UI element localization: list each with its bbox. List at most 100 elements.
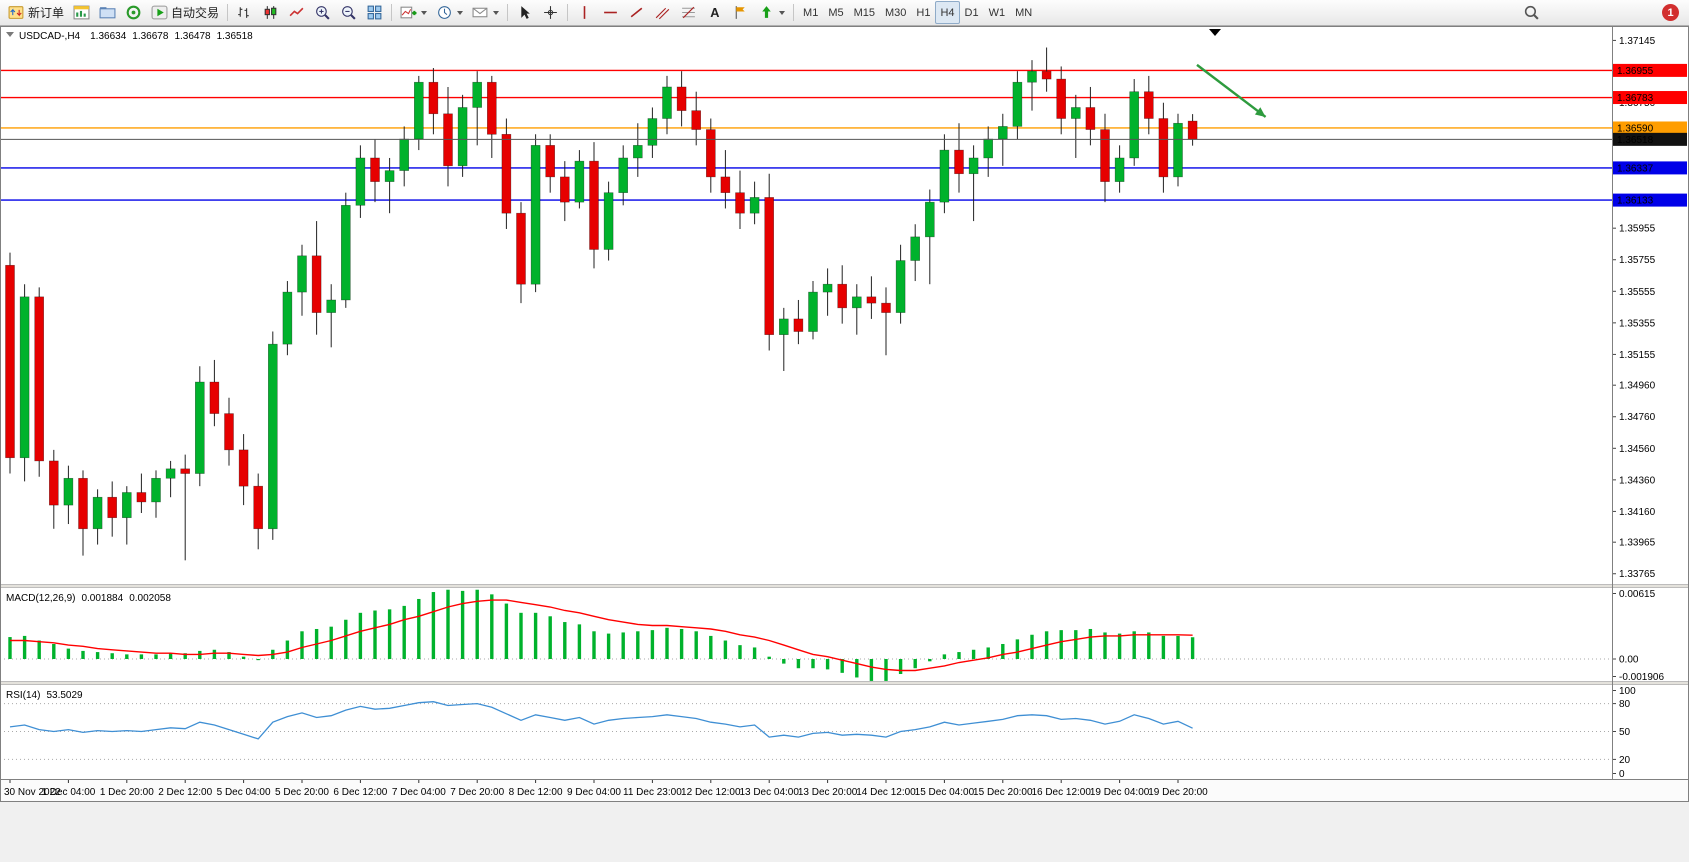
new-chart-button[interactable] [69,1,94,24]
candlestick-type-button[interactable] [258,1,283,24]
macd-histogram-bar [1059,630,1063,659]
profiles-button[interactable] [95,1,120,24]
profiles-icon [99,7,116,19]
candle-body [224,413,234,451]
indicators-button[interactable] [396,1,431,24]
cursor-tool-button[interactable] [512,1,537,24]
text-tool-button[interactable]: A [702,1,727,24]
timeframe-m1-button[interactable]: M1 [803,6,819,19]
candle-body [1100,129,1110,182]
panel-splitter[interactable] [0,681,1689,685]
price-label-1.36133-box [1613,193,1687,207]
candle-body [282,291,293,345]
timeframe-mn-button[interactable]: MN [1015,6,1033,19]
macd-histogram-bar [504,603,509,659]
timeframe-m5-button[interactable]: M5 [828,6,844,19]
horizontal-line-tool-button[interactable] [598,1,623,24]
timeframe-h1-button[interactable]: H1 [916,6,931,19]
tile-windows-button[interactable] [362,1,387,24]
macd-histogram-bar [1103,632,1107,659]
trend-arrow-annotation[interactable] [1196,63,1267,118]
text-label-tool-button[interactable] [728,1,753,24]
macd-histogram-bar [402,605,406,659]
macd-histogram-bar [431,592,436,659]
panel-splitter[interactable] [0,584,1689,588]
macd-histogram-bar [241,656,246,659]
candle-body [180,468,190,474]
zoom-out-button[interactable] [336,1,361,24]
macd-histogram-bar [300,631,304,659]
template-button[interactable] [468,1,503,24]
macd-histogram-bar [679,628,684,659]
new-order-button[interactable]: 新订单 [4,1,68,24]
candle-body [34,296,45,462]
fibonacci-tool-button[interactable] [676,1,701,24]
macd-histogram-bar [183,653,187,659]
candle-body [48,460,59,506]
time-tick-label: 15 Dec 20:00 [973,787,1033,798]
candle-body [837,283,848,309]
timeframe-w1-button[interactable]: W1 [988,6,1006,19]
candle-body [983,138,994,159]
candle-body [589,160,599,250]
price-label-1.36590: 1.36590 [1617,123,1654,134]
bar-chart-type-button[interactable] [232,1,257,24]
expert-advisors-button[interactable] [121,1,146,24]
candle-body [355,157,366,206]
price-tick-label: 1.35355 [1619,318,1656,329]
period-button[interactable] [432,1,467,24]
price-axis[interactable] [1613,26,1689,779]
macd-histogram-bar [475,589,479,659]
price-label-1.36783-box [1613,91,1687,105]
time-axis[interactable] [0,779,1689,802]
trendline-tool-button[interactable] [624,1,649,24]
timeframe-m30-button[interactable]: M30 [885,6,907,19]
timeframe-h4-button[interactable]: H4 [935,1,960,24]
macd-histogram-bar [52,643,56,659]
candlestick-type-icon [264,6,277,19]
macd-histogram-bar [782,658,786,664]
arrows-tool-button[interactable] [754,1,789,24]
chart-shift-marker[interactable] [1209,29,1221,36]
macd-histogram-bar [460,590,465,659]
clock-icon [438,6,451,19]
timeframe-m15-button[interactable]: M15 [853,6,875,19]
time-tick-label: 11 Dec 23:00 [623,787,682,798]
candle-body [516,212,526,285]
timeframe-d1-button[interactable]: D1 [964,6,979,19]
vertical-line-tool-button[interactable] [572,1,597,24]
candle-body [136,492,147,503]
line-chart-type-button[interactable] [284,1,309,24]
notification-badge[interactable]: 1 [1662,4,1679,21]
macd-histogram-bar [752,647,757,659]
candle-body [326,299,337,313]
macd-histogram-bar [1030,634,1034,659]
macd-histogram-bar [139,654,144,659]
search-icon [1524,5,1539,20]
toolbar-separator [227,4,229,21]
chart-area[interactable]: 1.371451.369451.367501.359551.357551.355… [0,26,1689,862]
indicators-dropdown-caret [421,10,428,15]
candle-body [501,133,512,214]
search-button[interactable] [1519,1,1544,24]
trend-arrow-head [1254,107,1266,117]
one-click-trading-toggle[interactable] [6,32,14,37]
zoom-in-button[interactable] [310,1,335,24]
macd-histogram-bar [1161,635,1166,659]
time-tick-label: 13 Dec 04:00 [739,787,799,798]
macd-histogram-bar [840,658,844,673]
cursor-icon [521,6,530,19]
macd-histogram-bar [8,637,12,659]
macd-histogram-bar [446,589,450,659]
candle-body [63,477,74,506]
macd-histogram-bar [796,658,801,669]
crosshair-tool-button[interactable] [538,1,563,24]
candle-body [428,81,439,115]
candle-body [1158,118,1169,178]
arrow-object-icon [762,6,771,18]
macd-histogram-bar [723,640,728,659]
auto-trading-button[interactable]: 自动交易 [147,1,223,24]
channel-tool-button[interactable] [650,1,675,24]
macd-histogram-bar [548,616,552,659]
macd-histogram-bar [1001,643,1005,659]
